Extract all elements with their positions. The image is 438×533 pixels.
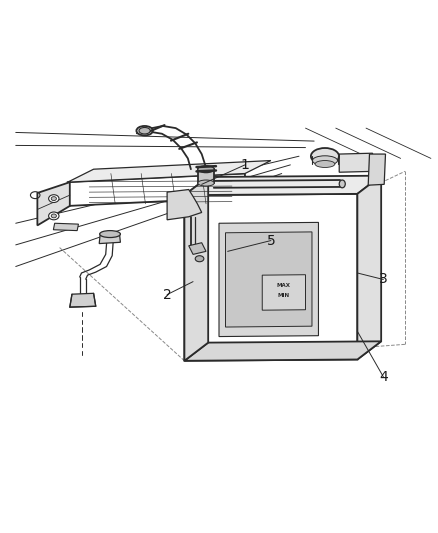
Polygon shape <box>189 243 206 254</box>
Polygon shape <box>67 160 271 182</box>
Polygon shape <box>219 222 318 336</box>
Polygon shape <box>226 232 312 327</box>
Polygon shape <box>184 177 208 361</box>
Ellipse shape <box>49 212 59 220</box>
Ellipse shape <box>311 148 339 165</box>
Polygon shape <box>357 176 381 359</box>
Polygon shape <box>53 223 78 231</box>
Polygon shape <box>67 174 245 206</box>
Ellipse shape <box>312 156 338 165</box>
Polygon shape <box>262 274 305 310</box>
Text: 5: 5 <box>266 233 275 247</box>
Ellipse shape <box>339 180 345 188</box>
Ellipse shape <box>315 160 335 167</box>
Polygon shape <box>184 341 381 361</box>
Ellipse shape <box>195 256 204 262</box>
Polygon shape <box>167 190 202 220</box>
Text: 1: 1 <box>240 158 249 172</box>
Polygon shape <box>184 176 381 195</box>
Text: 2: 2 <box>163 288 172 302</box>
Ellipse shape <box>198 166 214 173</box>
Polygon shape <box>198 169 214 183</box>
Polygon shape <box>70 293 96 307</box>
Text: 4: 4 <box>379 370 388 384</box>
Ellipse shape <box>136 126 153 135</box>
Polygon shape <box>339 153 372 172</box>
Ellipse shape <box>51 214 57 218</box>
Polygon shape <box>37 182 70 225</box>
Ellipse shape <box>51 197 57 200</box>
Text: MAX: MAX <box>277 284 291 288</box>
Ellipse shape <box>49 195 59 203</box>
Text: 3: 3 <box>379 272 388 286</box>
Polygon shape <box>184 194 357 361</box>
Ellipse shape <box>198 180 214 186</box>
Text: MIN: MIN <box>278 293 290 298</box>
Polygon shape <box>99 234 120 244</box>
Ellipse shape <box>100 231 120 238</box>
Polygon shape <box>368 154 385 185</box>
Ellipse shape <box>139 127 150 134</box>
